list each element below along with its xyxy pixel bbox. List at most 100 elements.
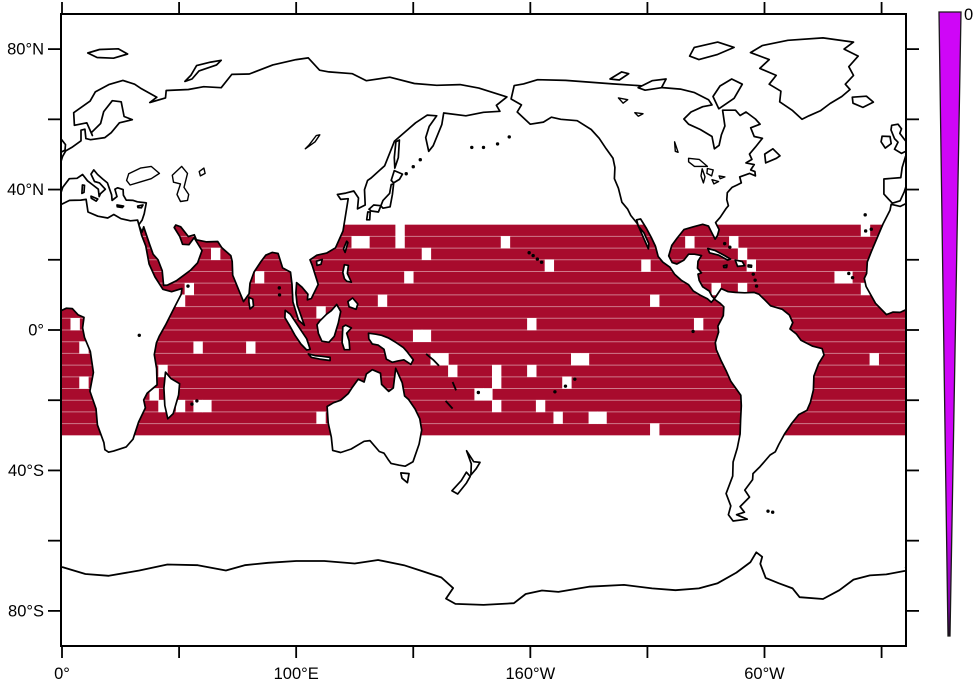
small-island: [553, 390, 557, 394]
missing-cell: [430, 353, 440, 366]
lon-tick-label: 60°W: [744, 665, 785, 683]
landmass: [61, 198, 183, 454]
missing-cell: [193, 341, 203, 354]
missing-cell: [158, 399, 168, 413]
lat-tick-label: 80°N: [7, 41, 44, 59]
small-island: [481, 145, 486, 150]
landmass: [688, 41, 735, 61]
missing-cell: [70, 317, 80, 331]
missing-cell: [562, 376, 572, 389]
missing-cell: [500, 236, 511, 249]
missing-cell: [535, 399, 546, 413]
missing-cell: [79, 341, 89, 354]
small-island: [470, 145, 474, 150]
landmass: [763, 147, 781, 164]
missing-cell: [711, 282, 721, 296]
missing-cell: [421, 329, 432, 343]
missing-cell: [527, 364, 537, 378]
coastlines: [61, 37, 906, 606]
small-island: [754, 284, 759, 288]
missing-cell: [395, 224, 405, 237]
missing-cell: [175, 294, 186, 307]
landmass: [315, 258, 324, 267]
missing-cell: [158, 364, 168, 378]
missing-cell: [737, 247, 748, 261]
landmass: [90, 195, 99, 202]
small-island: [495, 142, 500, 146]
colorbar-wedge: [938, 11, 962, 637]
small-island: [691, 329, 695, 334]
landmass: [136, 204, 144, 209]
colorbar-max-label: 0: [964, 6, 973, 24]
small-island: [863, 213, 867, 217]
landmass: [163, 371, 181, 420]
small-island: [535, 257, 540, 261]
landmass: [341, 324, 353, 351]
landmass: [367, 332, 415, 366]
lake: [718, 175, 726, 180]
small-island: [850, 275, 855, 280]
lake: [304, 134, 321, 150]
landmass: [706, 247, 732, 261]
landmass: [347, 297, 359, 311]
landmass: [368, 183, 395, 213]
lat-tick-label: 0°: [28, 322, 44, 340]
landmass: [365, 211, 372, 221]
landmass: [747, 264, 753, 269]
landmass: [61, 137, 67, 154]
missing-cell: [544, 259, 555, 272]
lon-tick-label: 0°: [54, 665, 70, 683]
small-island: [563, 384, 568, 388]
small-island: [722, 241, 727, 246]
landmass: [341, 263, 353, 284]
missing-cell: [149, 388, 159, 401]
missing-cell: [650, 294, 660, 307]
landmass: [465, 449, 481, 476]
lake: [634, 112, 644, 117]
lake: [673, 141, 679, 153]
landmass: [609, 71, 630, 81]
missing-cell: [579, 353, 590, 366]
landmass: [116, 204, 125, 209]
landmass: [734, 259, 746, 268]
missing-cell: [210, 247, 221, 261]
lat-tick-label: 40°N: [7, 181, 44, 199]
map-frame: [48, 2, 919, 658]
missing-cell: [491, 399, 502, 413]
landmass: [248, 296, 255, 310]
missing-cell: [316, 411, 326, 424]
small-island: [869, 227, 873, 231]
landmass: [399, 472, 410, 484]
small-island: [411, 165, 415, 169]
missing-cell: [395, 236, 405, 249]
landmass: [86, 47, 129, 60]
landmass: [390, 169, 404, 184]
missing-cell: [491, 376, 502, 389]
missing-cell: [377, 294, 388, 307]
missing-cell: [412, 329, 423, 343]
missing-cell: [685, 236, 695, 249]
lake: [706, 167, 714, 177]
landmass: [61, 57, 508, 327]
missing-cell: [316, 306, 326, 319]
landmass: [342, 240, 349, 254]
missing-cell: [474, 388, 484, 401]
lake: [171, 165, 190, 203]
small-island: [277, 286, 282, 290]
missing-cell: [351, 236, 361, 249]
small-island: [190, 402, 194, 406]
small-island: [847, 271, 851, 276]
small-island: [404, 172, 408, 176]
landmass: [863, 202, 906, 316]
colorbar: 0: [938, 6, 973, 637]
missing-cell: [597, 411, 607, 424]
small-island: [195, 399, 199, 403]
missing-cell: [588, 411, 598, 424]
small-island: [573, 377, 577, 381]
small-island: [770, 510, 775, 514]
missing-cell: [650, 423, 660, 436]
lake: [198, 167, 206, 177]
missing-cell: [175, 399, 186, 413]
small-island: [186, 284, 190, 288]
